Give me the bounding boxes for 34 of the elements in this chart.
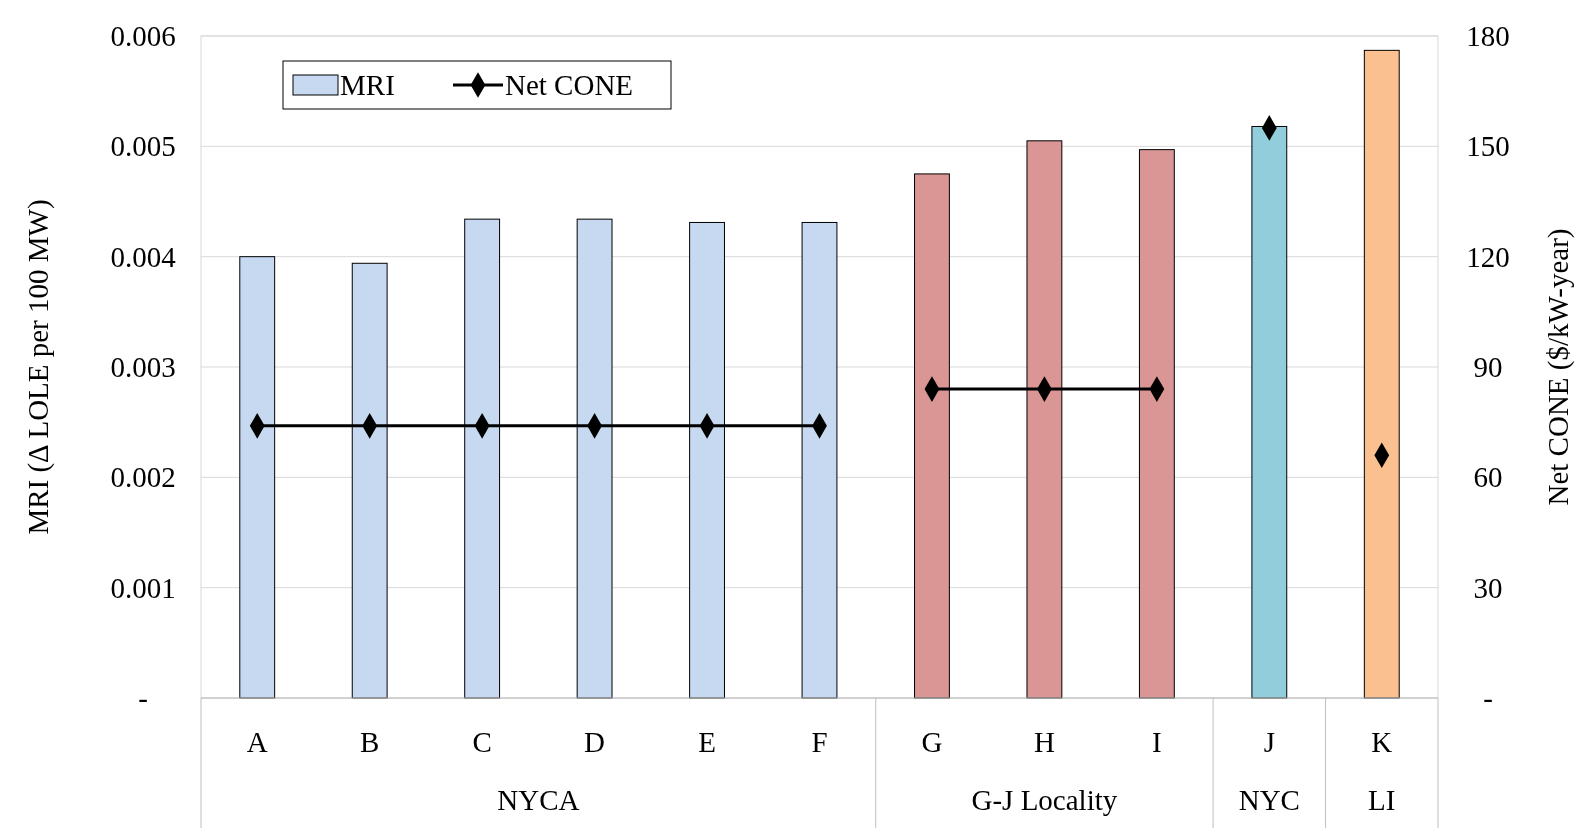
y-tick-label: 0.001 — [110, 571, 176, 604]
y-tick-label: 0.006 — [110, 20, 176, 53]
y2-tick-label: 180 — [1466, 20, 1510, 53]
y-tick-label: 0.002 — [110, 461, 176, 494]
y-tick-label: - — [138, 682, 148, 715]
y-tick-label: 0.003 — [110, 351, 176, 384]
x-tick-label: B — [360, 726, 380, 758]
legend-label: Net CONE — [505, 69, 634, 102]
x-tick-label: I — [1152, 726, 1162, 758]
x-tick-label: J — [1263, 726, 1275, 758]
text: NYC — [1238, 784, 1300, 816]
y-tick-label: 0.005 — [110, 130, 176, 163]
y-axis-title: MRI (Δ LOLE per 100 MW) — [22, 199, 55, 535]
y2-tick-label: - — [1483, 682, 1493, 715]
x-tick-label: E — [698, 726, 716, 758]
y2-tick-label: 90 — [1473, 351, 1503, 384]
y2-tick-label: 60 — [1473, 461, 1503, 494]
x-tick-label: H — [1033, 726, 1055, 758]
legend-label: MRI — [340, 69, 395, 102]
y2-tick-label: 150 — [1466, 130, 1510, 163]
x-tick-label: G — [921, 726, 943, 758]
x-tick-label: D — [584, 726, 606, 758]
text: LI — [1368, 784, 1396, 816]
x-tick-label: C — [472, 726, 492, 758]
y-tick-label: 0.004 — [110, 240, 177, 273]
x-tick-label: A — [246, 726, 268, 758]
y2-tick-label: 30 — [1473, 571, 1503, 604]
x-tick-label: K — [1371, 726, 1393, 758]
text: G-J Locality — [971, 784, 1118, 816]
text: NYCA — [497, 784, 580, 816]
y2-tick-label: 120 — [1466, 240, 1510, 273]
x-tick-label: F — [811, 726, 828, 758]
bar — [1363, 49, 1400, 699]
y2-axis-title: Net CONE ($/kW-year) — [1542, 228, 1575, 506]
